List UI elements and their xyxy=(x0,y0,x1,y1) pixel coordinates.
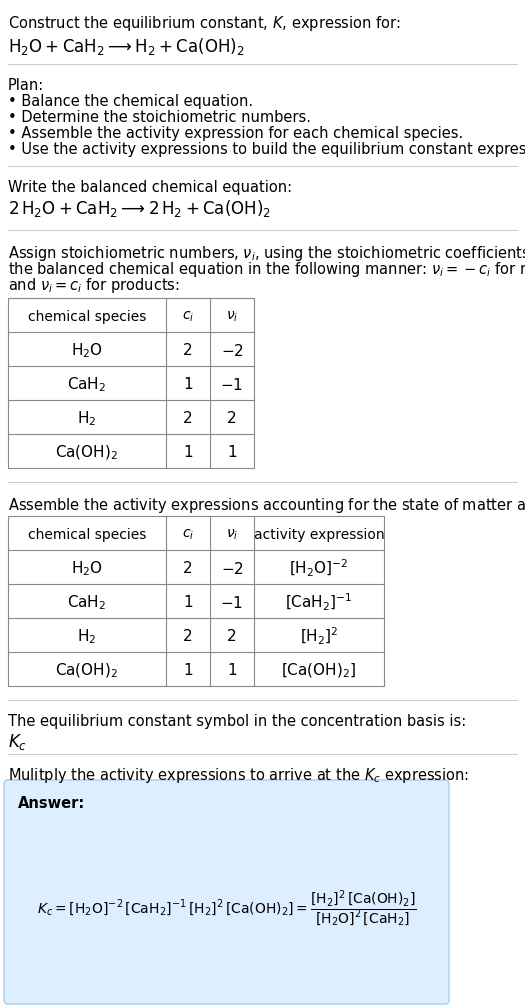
Text: $\nu_i$: $\nu_i$ xyxy=(226,527,238,542)
Text: $c_i$: $c_i$ xyxy=(182,527,194,542)
Text: $[\mathrm{CaH_2}]^{-1}$: $[\mathrm{CaH_2}]^{-1}$ xyxy=(285,592,353,613)
Text: 2: 2 xyxy=(183,411,193,426)
Text: $-2$: $-2$ xyxy=(220,560,244,577)
Bar xyxy=(8,298,254,468)
Text: Plan:: Plan: xyxy=(8,78,44,93)
Text: 1: 1 xyxy=(227,446,237,461)
Text: $\nu_i$: $\nu_i$ xyxy=(226,309,238,324)
Text: Write the balanced chemical equation:: Write the balanced chemical equation: xyxy=(8,180,292,195)
Text: $K_c$: $K_c$ xyxy=(8,732,27,752)
Text: 2: 2 xyxy=(227,629,237,644)
Text: $\mathrm{2\,H_2O + CaH_2 \longrightarrow 2\,H_2 + Ca(OH)_2}$: $\mathrm{2\,H_2O + CaH_2 \longrightarrow… xyxy=(8,198,271,219)
Text: $-1$: $-1$ xyxy=(220,595,244,611)
Text: Answer:: Answer: xyxy=(18,796,85,811)
Text: chemical species: chemical species xyxy=(28,528,146,541)
Text: $\mathrm{CaH_2}$: $\mathrm{CaH_2}$ xyxy=(67,594,107,612)
Text: 2: 2 xyxy=(183,629,193,644)
Text: $\mathrm{H_2O + CaH_2 \longrightarrow H_2 + Ca(OH)_2}$: $\mathrm{H_2O + CaH_2 \longrightarrow H_… xyxy=(8,36,245,57)
Text: $-1$: $-1$ xyxy=(220,377,244,393)
Text: $[\mathrm{H_2}]^{2}$: $[\mathrm{H_2}]^{2}$ xyxy=(300,626,338,647)
Text: 2: 2 xyxy=(227,411,237,426)
Text: $c_i$: $c_i$ xyxy=(182,309,194,324)
Text: activity expression: activity expression xyxy=(254,528,384,541)
Text: • Assemble the activity expression for each chemical species.: • Assemble the activity expression for e… xyxy=(8,126,463,141)
Text: 1: 1 xyxy=(227,663,237,678)
Text: $K_c = [\mathrm{H_2O}]^{-2}\,[\mathrm{CaH_2}]^{-1}\,[\mathrm{H_2}]^{2}\,[\mathrm: $K_c = [\mathrm{H_2O}]^{-2}\,[\mathrm{Ca… xyxy=(37,889,416,929)
Text: • Use the activity expressions to build the equilibrium constant expression.: • Use the activity expressions to build … xyxy=(8,142,525,157)
Text: 2: 2 xyxy=(183,343,193,358)
Text: chemical species: chemical species xyxy=(28,309,146,324)
Text: 2: 2 xyxy=(183,561,193,577)
Text: 1: 1 xyxy=(183,377,193,392)
Text: $\mathrm{H_2O}$: $\mathrm{H_2O}$ xyxy=(71,559,103,578)
Text: 1: 1 xyxy=(183,595,193,610)
Text: The equilibrium constant symbol in the concentration basis is:: The equilibrium constant symbol in the c… xyxy=(8,714,466,729)
Text: • Determine the stoichiometric numbers.: • Determine the stoichiometric numbers. xyxy=(8,110,311,125)
Text: • Balance the chemical equation.: • Balance the chemical equation. xyxy=(8,94,253,109)
Bar xyxy=(8,516,384,686)
Text: $\mathrm{H_2O}$: $\mathrm{H_2O}$ xyxy=(71,342,103,360)
Text: $\mathrm{CaH_2}$: $\mathrm{CaH_2}$ xyxy=(67,375,107,394)
Text: $\mathrm{Ca(OH)_2}$: $\mathrm{Ca(OH)_2}$ xyxy=(56,661,119,680)
Text: Assign stoichiometric numbers, $\nu_i$, using the stoichiometric coefficients, $: Assign stoichiometric numbers, $\nu_i$, … xyxy=(8,244,525,263)
Text: Construct the equilibrium constant, $K$, expression for:: Construct the equilibrium constant, $K$,… xyxy=(8,14,401,33)
Text: $-2$: $-2$ xyxy=(220,343,244,359)
Text: $\mathrm{H_2}$: $\mathrm{H_2}$ xyxy=(77,409,97,428)
Text: $[\mathrm{Ca(OH)_2}]$: $[\mathrm{Ca(OH)_2}]$ xyxy=(281,661,356,680)
Text: 1: 1 xyxy=(183,446,193,461)
Text: Assemble the activity expressions accounting for the state of matter and $\nu_i$: Assemble the activity expressions accoun… xyxy=(8,496,525,515)
Text: $\mathrm{Ca(OH)_2}$: $\mathrm{Ca(OH)_2}$ xyxy=(56,444,119,462)
Text: 1: 1 xyxy=(183,663,193,678)
Text: $\mathrm{H_2}$: $\mathrm{H_2}$ xyxy=(77,627,97,646)
Text: the balanced chemical equation in the following manner: $\nu_i = -c_i$ for react: the balanced chemical equation in the fo… xyxy=(8,260,525,279)
FancyBboxPatch shape xyxy=(4,780,449,1004)
Text: Mulitply the activity expressions to arrive at the $K_c$ expression:: Mulitply the activity expressions to arr… xyxy=(8,766,469,785)
Text: $[\mathrm{H_2O}]^{-2}$: $[\mathrm{H_2O}]^{-2}$ xyxy=(289,558,349,580)
Text: and $\nu_i = c_i$ for products:: and $\nu_i = c_i$ for products: xyxy=(8,276,180,295)
